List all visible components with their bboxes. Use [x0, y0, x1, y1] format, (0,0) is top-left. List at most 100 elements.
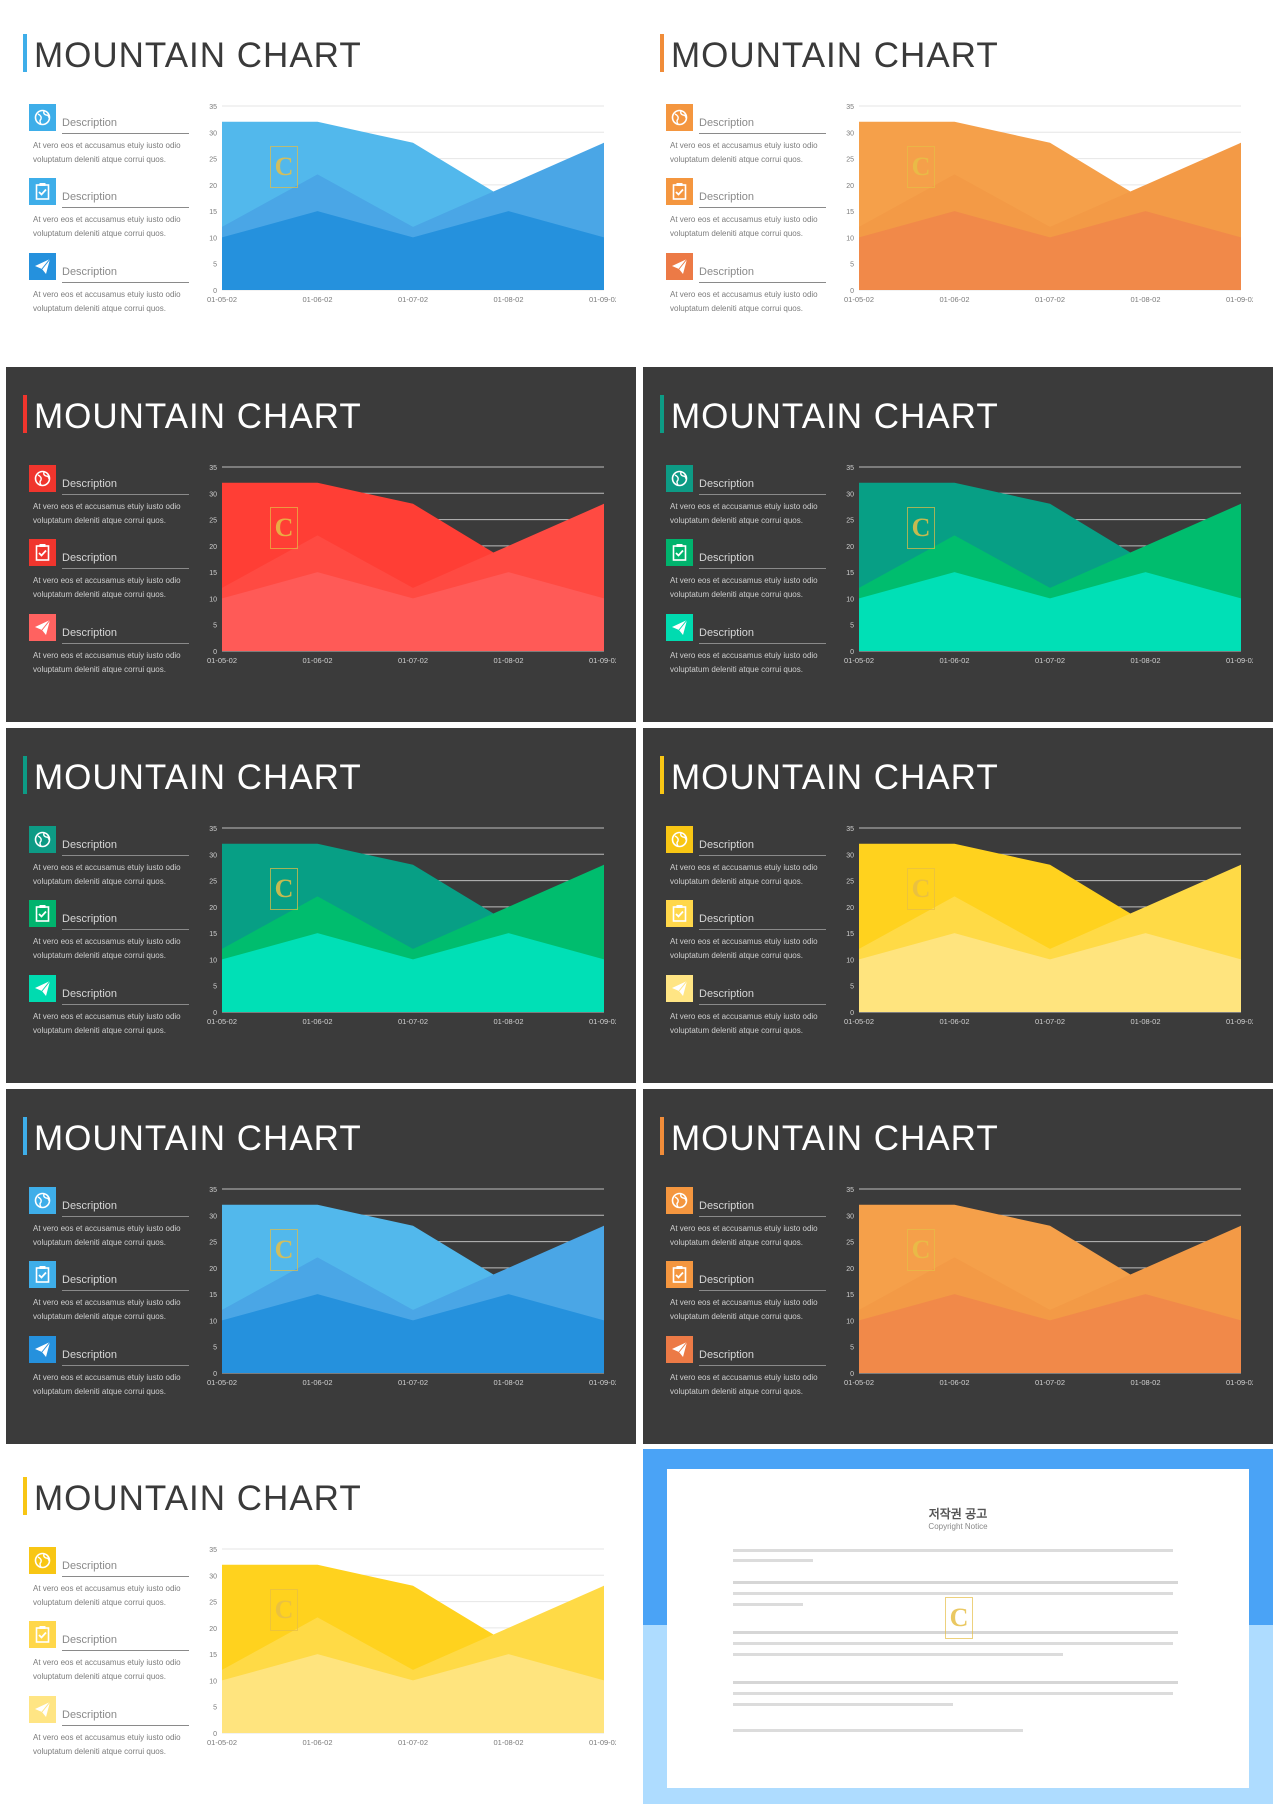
- x-tick-label: 01-06-02: [302, 295, 332, 304]
- x-tick-label: 01-07-02: [398, 1017, 428, 1026]
- y-tick-label: 20: [846, 1266, 854, 1273]
- y-tick-label: 30: [209, 852, 217, 859]
- mountain-chart-slide: MOUNTAIN CHART Description At vero eos et …: [6, 6, 636, 361]
- notice-paragraph: [733, 1727, 1185, 1744]
- notice-paragraph: [733, 1629, 1185, 1668]
- description-heading: Description: [62, 552, 118, 564]
- y-tick-label: 25: [846, 518, 854, 525]
- description-heading: Description: [699, 839, 755, 851]
- x-tick-label: 01-08-02: [1130, 1378, 1160, 1387]
- description-heading: Description: [62, 627, 118, 639]
- y-tick-label: 10: [846, 596, 854, 603]
- y-tick-label: 20: [209, 183, 217, 190]
- title-accent-bar: [23, 756, 27, 794]
- x-tick-label: 01-08-02: [493, 1738, 523, 1747]
- title-accent-bar: [23, 395, 27, 433]
- clipboard-check-icon: [666, 539, 693, 566]
- description-text: At vero eos et accusamus etuiy iusto odi…: [670, 863, 818, 886]
- slide-title: MOUNTAIN CHART: [671, 1119, 999, 1158]
- description-heading: Description: [62, 478, 118, 490]
- y-tick-label: 15: [209, 1292, 217, 1299]
- description-text: At vero eos et accusamus etuiy iusto odi…: [33, 1373, 181, 1396]
- clipboard-check-icon: [666, 178, 693, 205]
- y-tick-label: 5: [850, 984, 854, 991]
- area-series-3: [222, 933, 604, 1012]
- y-tick-label: 20: [846, 183, 854, 190]
- y-tick-label: 5: [213, 623, 217, 630]
- x-tick-label: 01-05-02: [207, 1738, 237, 1747]
- globe-icon: [29, 465, 56, 492]
- x-tick-label: 01-05-02: [207, 1017, 237, 1026]
- y-tick-label: 10: [209, 235, 217, 242]
- description-text: At vero eos et accusamus etuiy iusto odi…: [670, 1224, 818, 1247]
- slide-title: MOUNTAIN CHART: [671, 758, 999, 797]
- x-tick-label: 01-09-02: [1226, 1378, 1253, 1387]
- mountain-chart: 0 5 10 15 20 25 30 35 01-05-02 01-06-02 01-07-02 01…: [206, 98, 619, 323]
- y-tick-label: 35: [209, 826, 217, 833]
- chart-svg: 0 5 10 15 20 25 30 35 01-05-02 01-06-02 01-07-02 01…: [207, 1187, 619, 1387]
- mountain-chart-slide: MOUNTAIN CHART Description At vero eos et …: [6, 728, 636, 1083]
- y-tick-label: 30: [209, 1213, 217, 1220]
- description-text: At vero eos et accusamus etuiy iusto odi…: [33, 1658, 181, 1681]
- clipboard-check-icon: [29, 178, 56, 205]
- y-tick-label: 35: [209, 465, 217, 472]
- globe-icon: [666, 104, 693, 131]
- y-tick-label: 15: [209, 570, 217, 577]
- x-tick-label: 01-08-02: [1130, 656, 1160, 665]
- description-divider: [62, 568, 189, 569]
- description-text: At vero eos et accusamus etuiy iusto odi…: [33, 1224, 181, 1247]
- description-text: At vero eos et accusamus etuiy iusto odi…: [670, 141, 818, 164]
- description-divider: [699, 133, 826, 134]
- description-divider: [699, 929, 826, 930]
- x-tick-label: 01-05-02: [207, 1378, 237, 1387]
- x-tick-label: 01-08-02: [493, 656, 523, 665]
- description-divider: [62, 494, 189, 495]
- y-tick-label: 25: [209, 518, 217, 525]
- area-series-3: [222, 572, 604, 651]
- y-tick-label: 30: [209, 491, 217, 498]
- description-heading: Description: [699, 552, 755, 564]
- x-tick-label: 01-07-02: [398, 1738, 428, 1747]
- y-tick-label: 35: [209, 104, 217, 111]
- y-tick-label: 10: [846, 957, 854, 964]
- x-tick-label: 01-06-02: [939, 656, 969, 665]
- y-tick-label: 15: [209, 931, 217, 938]
- y-tick-label: 0: [213, 649, 217, 656]
- chart-svg: 0 5 10 15 20 25 30 35 01-05-02 01-06-02 01-07-02 01…: [844, 826, 1256, 1026]
- y-tick-label: 20: [209, 905, 217, 912]
- y-tick-label: 10: [209, 957, 217, 964]
- title-accent-bar: [23, 34, 27, 72]
- chart-svg: 0 5 10 15 20 25 30 35 01-05-02 01-06-02 01-07-02 01…: [207, 826, 619, 1026]
- x-tick-label: 01-07-02: [1035, 1017, 1065, 1026]
- y-tick-label: 10: [846, 1318, 854, 1325]
- clipboard-check-icon: [666, 900, 693, 927]
- title-accent-bar: [660, 34, 664, 72]
- mountain-chart-slide: MOUNTAIN CHART Description At vero eos et …: [6, 1449, 636, 1804]
- globe-icon: [666, 826, 693, 853]
- y-tick-label: 15: [846, 209, 854, 216]
- slide-title: MOUNTAIN CHART: [671, 36, 999, 75]
- mountain-chart: 0 5 10 15 20 25 30 35 01-05-02 01-06-02 01-07-02 01…: [843, 98, 1256, 323]
- description-heading: Description: [62, 117, 118, 129]
- mountain-chart: 0 5 10 15 20 25 30 35 01-05-02 01-06-02 01-07-02 01…: [843, 1181, 1256, 1406]
- y-tick-label: 5: [850, 1345, 854, 1352]
- area-series-3: [859, 572, 1241, 651]
- y-tick-label: 35: [846, 465, 854, 472]
- globe-icon: [666, 1187, 693, 1214]
- description-heading: Description: [62, 913, 118, 925]
- mountain-chart: 0 5 10 15 20 25 30 35 01-05-02 01-06-02 01-07-02 01…: [843, 459, 1256, 684]
- description-text: At vero eos et accusamus etuiy iusto odi…: [33, 863, 181, 886]
- title-accent-bar: [660, 1117, 664, 1155]
- area-series-3: [222, 211, 604, 290]
- description-divider: [699, 207, 826, 208]
- slide-title: MOUNTAIN CHART: [34, 36, 362, 75]
- area-series-3: [859, 933, 1241, 1012]
- description-heading: Description: [62, 1560, 118, 1572]
- description-divider: [62, 133, 189, 134]
- y-tick-label: 0: [850, 1010, 854, 1017]
- x-tick-label: 01-07-02: [398, 1378, 428, 1387]
- title-accent-bar: [660, 756, 664, 794]
- area-series-3: [222, 1654, 604, 1733]
- x-tick-label: 01-09-02: [589, 1017, 616, 1026]
- area-series-3: [222, 1294, 604, 1373]
